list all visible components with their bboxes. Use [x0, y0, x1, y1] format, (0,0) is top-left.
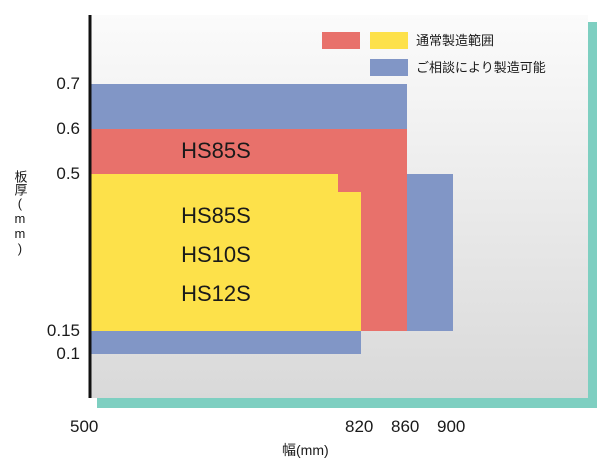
region-label: HS85S — [181, 138, 251, 163]
plot-shadow-bottom — [97, 398, 597, 408]
x-axis-label: 幅(mm) — [282, 442, 329, 458]
legend-swatch-red — [322, 32, 360, 49]
y-axis-label-text: 板厚(mm) — [12, 170, 28, 256]
legend-label-consult: ご相談により製造可能 — [416, 60, 546, 75]
y-tick-label: 0.15 — [46, 321, 80, 340]
y-axis-label: 板厚(mm) — [8, 170, 30, 256]
region-label: HS12S — [181, 280, 251, 306]
y-tick-label: 0.7 — [56, 74, 80, 93]
x-tick-label: 820 — [345, 417, 374, 436]
legend-label-normal: 通常製造範囲 — [416, 33, 495, 48]
x-tick-label: 900 — [437, 417, 466, 436]
y-tick-label: 0.5 — [56, 164, 80, 183]
region-label: HS10S — [181, 241, 251, 267]
region-2 — [90, 174, 361, 331]
x-tick-label: 860 — [391, 417, 420, 436]
y-tick-label: 0.1 — [56, 344, 80, 363]
region-label: HS85S — [181, 202, 251, 228]
regions-layer — [90, 84, 453, 354]
y-tick-label: 0.6 — [56, 119, 80, 138]
legend-swatch-yellow — [370, 32, 408, 49]
plot-shadow-right — [588, 22, 597, 408]
legend-swatch-blue — [370, 59, 408, 76]
x-tick-label: 500 — [70, 417, 99, 436]
